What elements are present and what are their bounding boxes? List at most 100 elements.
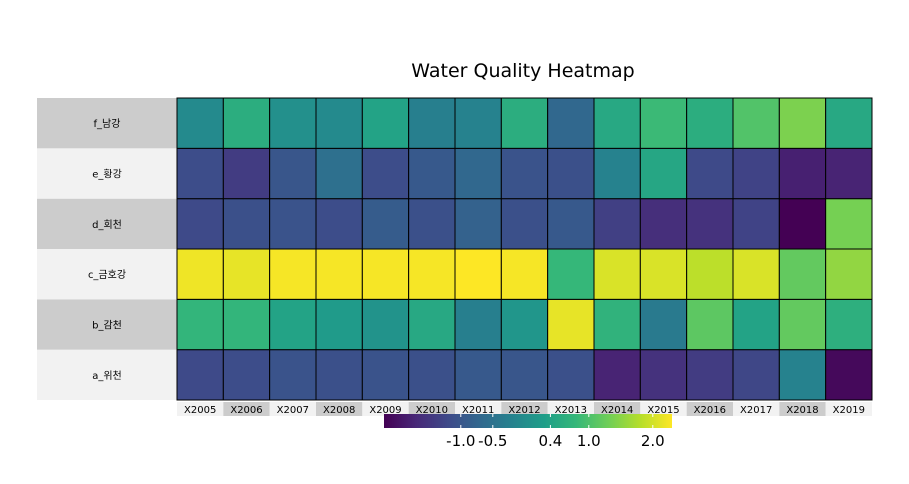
column-label: X2018 [786,405,818,416]
column-label-band [686,402,733,416]
heatmap-cell [176,248,224,300]
heatmap-cell [500,97,549,149]
column-label-band [547,402,594,416]
column-label-band [640,402,687,416]
heatmap-cell [778,147,827,200]
heatmap-cell [732,298,780,351]
colorbar: -1.0 -0.5 0.4 1.0 2.0 [384,414,672,450]
heatmap-cell [593,147,641,200]
row-label: e_황강 [92,169,122,181]
heatmap-cell [222,349,271,401]
column-label-band [177,402,224,416]
heatmap-cells [176,97,873,401]
heatmap-cell [825,97,873,149]
heatmap-cell [593,198,641,250]
heatmap-cell [408,248,456,300]
heatmap-cell [500,248,549,300]
heatmap-cell [361,349,410,401]
heatmap-cell [454,298,502,351]
column-label: X2012 [508,405,540,416]
heatmap-cell [454,198,502,250]
heatmap-cell [639,298,688,351]
heatmap-cell [176,97,224,149]
heatmap-cell [361,147,410,200]
heatmap-cell [269,248,317,300]
heatmap-cell [269,147,317,200]
column-label-band [779,402,826,416]
colorbar-tick-label: 2.0 [641,432,665,450]
heatmap-cell [454,147,502,200]
heatmap-cell [686,349,734,401]
column-label: X2005 [184,405,216,416]
column-label-band [316,402,363,416]
chart-title: Water Quality Heatmap [411,60,634,82]
row-labels: a_위천 b_감천 c_금호강 d_회천 e_황강 f_남강 [37,98,177,400]
heatmap-cell [315,147,363,200]
heatmap-cell [732,198,780,250]
column-label-band [269,402,316,416]
heatmap-cell [547,248,595,300]
row-label-band [37,198,177,249]
row-label-band [37,299,177,350]
heatmap-cell [825,349,873,401]
heatmap-cell [732,349,780,401]
heatmap-cell [222,248,271,300]
column-label-band [362,402,409,416]
colorbar-tick-label: -1.0 [446,432,475,450]
heatmap-cell [547,349,595,401]
heatmap-cell [408,198,456,250]
column-label-band [455,402,502,416]
heatmap-cell [176,298,224,351]
column-label: X2009 [369,405,401,416]
heatmap-cell [176,349,224,401]
heatmap-cell [361,248,410,300]
row-label: c_금호강 [88,269,126,281]
heatmap-cell [315,97,363,149]
heatmap-cell [454,349,502,401]
heatmap-cell [361,198,410,250]
heatmap-cell [686,248,734,300]
column-label: X2017 [740,405,772,416]
heatmap-cell [778,349,827,401]
colorbar-tick-label: -0.5 [478,432,507,450]
heatmap-cell [778,248,827,300]
heatmap-cell [732,147,780,200]
heatmap-cell [639,147,688,200]
column-label: X2014 [601,405,633,416]
heatmap-cell [500,147,549,200]
heatmap-cell [500,198,549,250]
row-label: f_남강 [94,118,121,130]
column-label-band [594,402,641,416]
colorbar-tick-label: 1.0 [577,432,601,450]
column-label-band [223,402,270,416]
heatmap-cell [454,97,502,149]
heatmap-cell [315,298,363,351]
heatmap-cell [269,97,317,149]
colorbar-tick-label: 0.4 [538,432,562,450]
heatmap-cell [315,349,363,401]
heatmap-cell [222,147,271,200]
heatmap-cell [639,248,688,300]
column-labels: X2005 X2006 X2007 X2008 X2009 X2010 X2011 X2012… [177,402,872,416]
heatmap-cell [315,198,363,250]
heatmap-cell [639,198,688,250]
heatmap-cell [593,349,641,401]
column-label-band [501,402,548,416]
heatmap-cell [269,198,317,250]
heatmap-cell [778,298,827,351]
heatmap-cell [593,298,641,351]
heatmap-cell [825,198,873,250]
heatmap-cell [408,349,456,401]
heatmap-cell [222,298,271,351]
heatmap-cell [825,248,873,300]
heatmap-cell [639,349,688,401]
heatmap-cell [408,298,456,351]
column-label: X2015 [647,405,679,416]
column-label-band [733,402,780,416]
heatmap-cell [500,349,549,401]
heatmap-cell [825,147,873,200]
heatmap-cell [547,298,595,351]
heatmap-cell [686,97,734,149]
row-label-band [37,249,177,300]
